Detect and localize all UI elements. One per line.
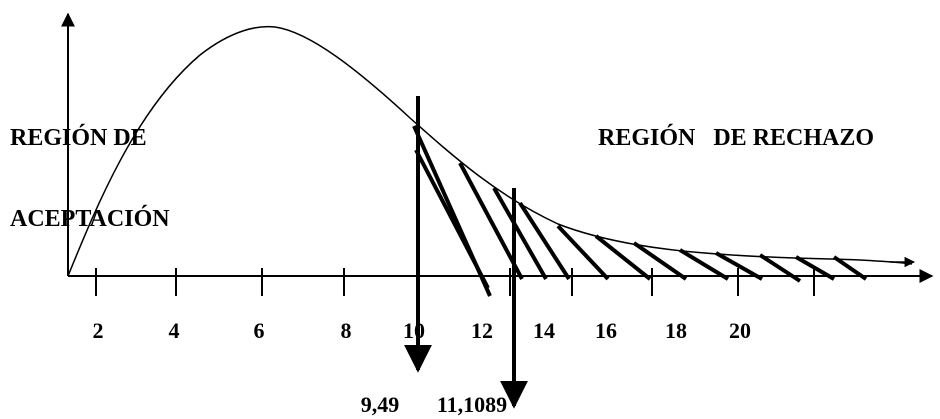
x-axis-ticks	[95, 268, 815, 296]
x-tick-label: 14	[533, 318, 555, 343]
x-tick-labels: 2 4 6 8 10 12 14 16 18 20	[93, 318, 752, 343]
x-tick-label: 10	[403, 318, 425, 343]
chi-square-density-curve	[67, 25, 913, 277]
x-tick-label: 8	[341, 318, 352, 343]
x-tick-label: 2	[93, 318, 104, 343]
x-tick-label: 6	[254, 318, 265, 343]
rejection-region-label: REGIÓN DE RECHAZO	[598, 124, 874, 151]
rejection-region-hatching	[412, 125, 868, 297]
acceptance-region-label-line2: ACEPTACIÓN	[10, 205, 170, 232]
critical-value-label-1: 9,49	[361, 392, 400, 417]
critical-value-label-2: 11,1089	[437, 392, 507, 417]
x-tick-label: 18	[665, 318, 687, 343]
x-tick-label: 4	[169, 318, 180, 343]
acceptance-region-label-line1: REGIÓN DE	[10, 124, 147, 151]
x-tick-label: 20	[729, 318, 751, 343]
x-tick-label: 12	[471, 318, 493, 343]
x-tick-label: 16	[595, 318, 617, 343]
